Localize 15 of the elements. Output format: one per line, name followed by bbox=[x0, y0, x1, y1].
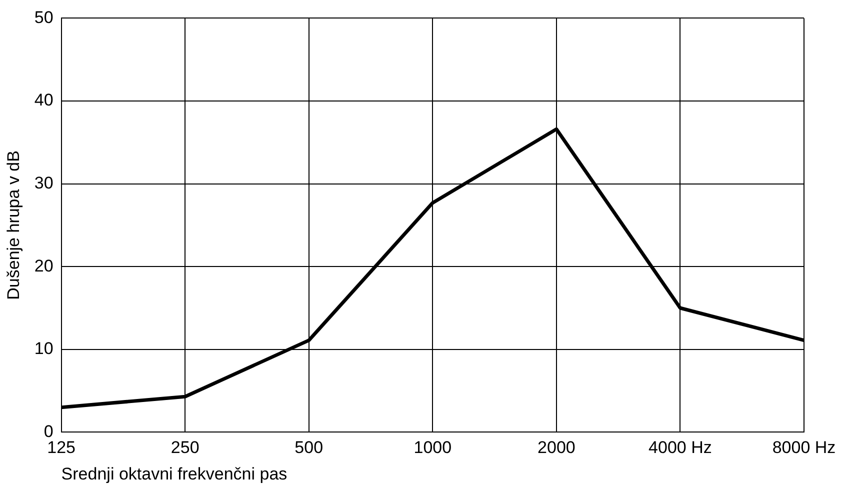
y-axis-title: Dušenje hrupa v dB bbox=[4, 150, 23, 300]
x-tick-label: 250 bbox=[170, 438, 200, 458]
x-tick-label: 2000 bbox=[538, 438, 576, 458]
y-tick-label: 20 bbox=[34, 256, 54, 276]
y-tick-label: 50 bbox=[34, 8, 54, 27]
y-tick-label: 0 bbox=[44, 422, 54, 441]
x-tick-label: 500 bbox=[294, 438, 324, 458]
y-tick-label: 30 bbox=[34, 173, 54, 192]
y-tick-label: 10 bbox=[34, 339, 54, 358]
x-tick-label: 4000 Hz bbox=[648, 438, 712, 458]
x-axis-title: Srednji oktavni frekvenčni pas bbox=[61, 464, 288, 484]
x-tick-label: 125 bbox=[47, 438, 76, 458]
x-tick-label: 1000 bbox=[414, 438, 452, 458]
y-tick-label: 40 bbox=[34, 90, 54, 110]
x-tick-label: 8000 Hz bbox=[772, 438, 836, 458]
